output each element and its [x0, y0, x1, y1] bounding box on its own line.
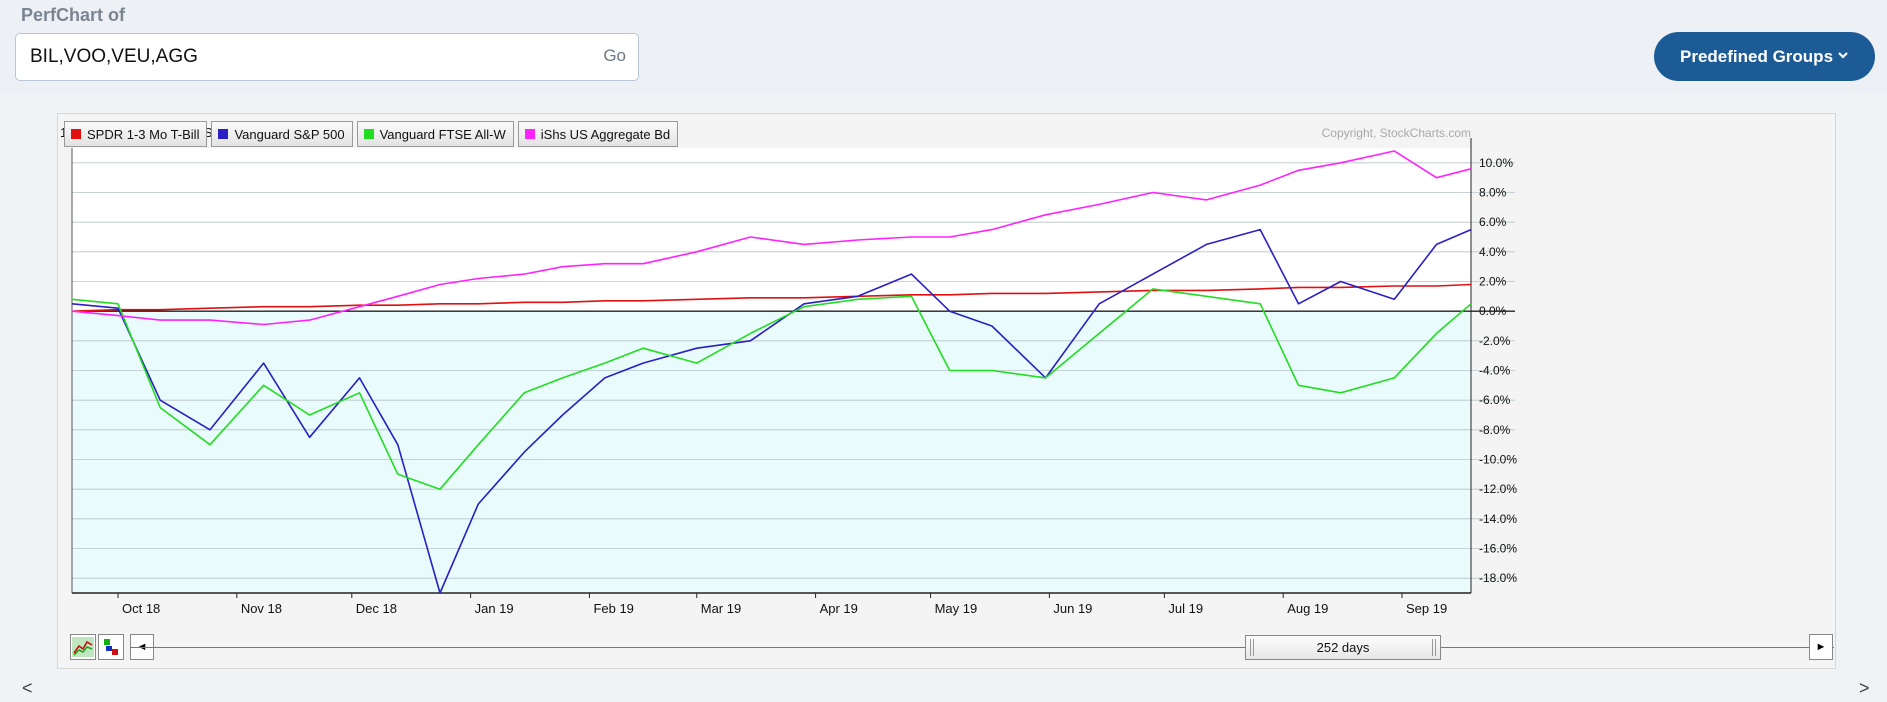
symbol-field[interactable]: Go	[15, 33, 639, 81]
legend-swatch	[524, 129, 535, 139]
chevron-down-icon	[1838, 52, 1848, 59]
x-tick-label: Aug 19	[1287, 601, 1328, 616]
line-chart-icon	[72, 637, 94, 657]
negative-zone	[72, 311, 1471, 593]
y-tick-label: -2.0%	[1479, 334, 1511, 348]
x-tick-label: Jul 19	[1168, 601, 1203, 616]
horizontal-scrollbar[interactable]: < >	[0, 676, 1887, 702]
legend-swatch	[71, 129, 81, 139]
legend-item[interactable]: SPDR 1-3 Mo T-Bill	[64, 121, 208, 147]
days-label: 252 days	[1316, 640, 1370, 655]
series-path	[71, 283, 1472, 312]
symbols-input[interactable]	[30, 34, 590, 80]
right-arrow-icon: ►	[1815, 641, 1827, 653]
series-line-3	[71, 150, 1472, 326]
go-button[interactable]: Go	[603, 46, 626, 65]
x-tick-label: May 19	[935, 601, 978, 616]
chart-panel: 10.0% 8.0% 6.0% 4.0% 2.0% 0.0% -2.0% -4.0% -6.0%…	[58, 114, 1835, 668]
predefined-groups-button[interactable]: Predefined Groups	[1654, 32, 1875, 81]
x-tick-label: Feb 19	[593, 601, 633, 616]
legend-swatch	[363, 129, 374, 139]
chart-canvas: 10.0% 8.0% 6.0% 4.0% 2.0% 0.0% -2.0% -4.0% -6.0%…	[60, 125, 1517, 616]
header-bar: PerfChart of Go Predefined Groups	[0, 0, 1887, 94]
scroll-right-icon[interactable]: >	[1859, 678, 1870, 698]
y-tick-label: -16.0%	[1479, 542, 1517, 556]
legend: SPDR 1-3 Mo T-Bill Vanguard S&P 500 Vangua…	[64, 121, 679, 147]
y-tick-label: 2.0%	[1479, 275, 1507, 289]
date-navigator: ◄ 252 days ►	[70, 634, 1834, 664]
legend-item[interactable]: Vanguard FTSE All-W	[356, 121, 514, 147]
y-tick-label: -18.0%	[1479, 571, 1517, 585]
perfchart-label: PerfChart of	[21, 5, 126, 25]
y-tick-label: 0.0%	[1479, 304, 1507, 318]
y-tick-label: 10.0%	[1479, 156, 1513, 170]
y-tick-label: -12.0%	[1479, 482, 1517, 496]
series-line-0	[71, 283, 1472, 312]
nav-right-button[interactable]: ►	[1809, 634, 1833, 660]
copyright-label: Copyright, StockCharts.com	[1322, 126, 1471, 140]
bar-chart-icon	[104, 639, 118, 655]
legend-label: Vanguard FTSE All-W	[379, 126, 506, 142]
bar-view-button[interactable]	[98, 634, 124, 660]
range-track[interactable]	[130, 647, 1834, 648]
legend-label: SPDR 1-3 Mo T-Bill	[87, 126, 200, 142]
y-tick-label: -8.0%	[1479, 423, 1511, 437]
y-tick-label: -4.0%	[1479, 364, 1511, 378]
series-line-2	[71, 288, 1472, 491]
series-path	[71, 150, 1472, 326]
perf-chart: 10.0% 8.0% 6.0% 4.0% 2.0% 0.0% -2.0% -4.0% -6.0%…	[57, 113, 1836, 669]
legend-swatch	[218, 129, 229, 139]
series-path	[71, 288, 1472, 491]
y-tick-label: -10.0%	[1479, 453, 1517, 467]
left-grip-icon[interactable]	[1250, 639, 1254, 656]
y-tick-label: 6.0%	[1479, 215, 1507, 229]
right-grip-icon[interactable]	[1432, 639, 1436, 656]
legend-label: Vanguard S&P 500	[234, 126, 345, 142]
legend-item[interactable]: Vanguard S&P 500	[211, 121, 353, 147]
x-tick-label: Dec 18	[356, 601, 397, 616]
x-tick-label: Sep 19	[1406, 601, 1447, 616]
series-line-1	[71, 228, 1472, 594]
x-tick-label: Oct 18	[122, 601, 160, 616]
y-tick-label: -6.0%	[1479, 393, 1511, 407]
legend-label: iShs US Aggregate Bd	[540, 126, 671, 142]
range-slider-thumb[interactable]: 252 days	[1245, 635, 1441, 660]
y-tick-label: -14.0%	[1479, 512, 1517, 526]
y-tick-label: 8.0%	[1479, 186, 1507, 200]
predefined-groups-label: Predefined Groups	[1680, 46, 1834, 66]
x-tick-label: Apr 19	[820, 601, 858, 616]
x-tick-label: Jan 19	[475, 601, 514, 616]
scroll-left-icon[interactable]: <	[22, 678, 33, 698]
x-tick-label: Mar 19	[701, 601, 741, 616]
x-tick-label: Nov 18	[241, 601, 282, 616]
legend-item[interactable]: iShs US Aggregate Bd	[517, 121, 679, 147]
line-view-button[interactable]	[70, 634, 96, 660]
y-tick-label: 4.0%	[1479, 245, 1507, 259]
x-tick-label: Jun 19	[1053, 601, 1092, 616]
series-path	[71, 228, 1472, 594]
